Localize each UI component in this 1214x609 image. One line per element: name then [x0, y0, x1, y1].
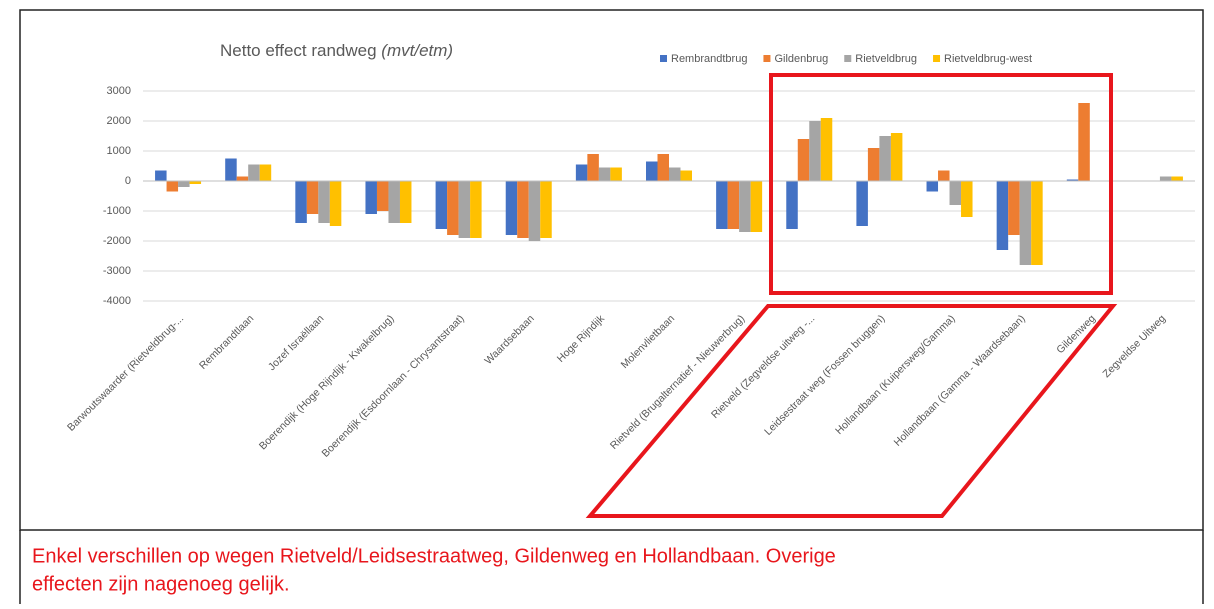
highlight-box — [769, 73, 1113, 295]
bar — [189, 181, 202, 184]
bar — [575, 164, 588, 181]
bar — [388, 181, 400, 223]
bar — [306, 181, 319, 214]
legend-swatch — [660, 55, 667, 62]
bar — [517, 181, 529, 238]
bar — [259, 164, 272, 181]
bar — [225, 158, 237, 181]
bar — [236, 176, 249, 181]
title-unit: (mvt/etm) — [381, 41, 453, 60]
bar — [716, 181, 728, 229]
legend-label: Gildenbrug — [774, 53, 828, 65]
bar — [505, 181, 518, 235]
bar — [820, 118, 833, 181]
bar — [739, 181, 751, 232]
bar — [329, 181, 342, 226]
y-tick-label: -3000 — [103, 265, 131, 277]
bar — [856, 181, 868, 226]
legend-swatch — [763, 55, 771, 62]
bar — [155, 170, 167, 181]
bar — [435, 181, 448, 229]
bar — [166, 181, 179, 192]
bar — [727, 181, 740, 229]
y-tick-label: 0 — [125, 175, 131, 187]
bar — [1019, 181, 1032, 265]
bar — [926, 181, 939, 192]
bar — [399, 181, 412, 223]
legend-swatch — [933, 55, 941, 62]
bar — [458, 181, 471, 238]
legend-label: Rietveldbrug — [855, 53, 917, 65]
bar — [646, 161, 658, 181]
y-tick-label: 3000 — [107, 85, 131, 97]
bar — [1066, 179, 1079, 181]
annotation-line: effecten zijn nagenoeg gelijk. — [32, 573, 290, 595]
bar — [680, 170, 692, 181]
y-tick-label: 2000 — [107, 115, 131, 127]
annotation-line: Enkel verschillen op wegen Rietveld/Leid… — [32, 545, 836, 567]
y-tick-label: -1000 — [103, 205, 131, 217]
bar — [1078, 103, 1090, 181]
bar — [295, 181, 307, 223]
bar — [890, 133, 903, 181]
bar — [447, 181, 459, 235]
bar — [1171, 176, 1183, 181]
bar — [938, 170, 950, 181]
y-tick-label: -2000 — [103, 235, 131, 247]
bar — [786, 181, 798, 229]
bar — [470, 181, 482, 238]
bar — [610, 167, 622, 181]
bar — [657, 154, 669, 181]
legend-label: Rembrandtbrug — [671, 53, 747, 65]
bar — [528, 181, 541, 241]
legend-swatch — [844, 55, 852, 62]
bar — [248, 164, 260, 181]
bar — [750, 181, 763, 232]
highlight-parallelogram — [585, 304, 1118, 518]
bar — [365, 181, 377, 214]
bar — [598, 167, 611, 181]
bar — [996, 181, 1009, 250]
bar — [949, 181, 962, 205]
bar — [1008, 181, 1020, 235]
bar — [376, 181, 389, 211]
y-tick-label: 1000 — [107, 145, 131, 157]
bar — [587, 154, 599, 181]
bar — [867, 148, 880, 181]
bar — [1159, 176, 1172, 181]
chart-title: Netto effect randweg (mvt/etm) — [220, 41, 453, 60]
bar — [797, 139, 810, 181]
bar — [879, 136, 891, 181]
bar — [961, 181, 973, 217]
chart-frame — [19, 9, 1204, 531]
legend-label: Rietveldbrug-west — [944, 53, 1032, 65]
bar — [318, 181, 330, 223]
bar — [178, 181, 190, 187]
bar — [809, 121, 821, 181]
bar — [1031, 181, 1043, 265]
bar — [540, 181, 552, 238]
bar — [669, 167, 681, 181]
y-tick-label: -4000 — [103, 295, 131, 307]
title-text: Netto effect randweg — [220, 41, 377, 60]
